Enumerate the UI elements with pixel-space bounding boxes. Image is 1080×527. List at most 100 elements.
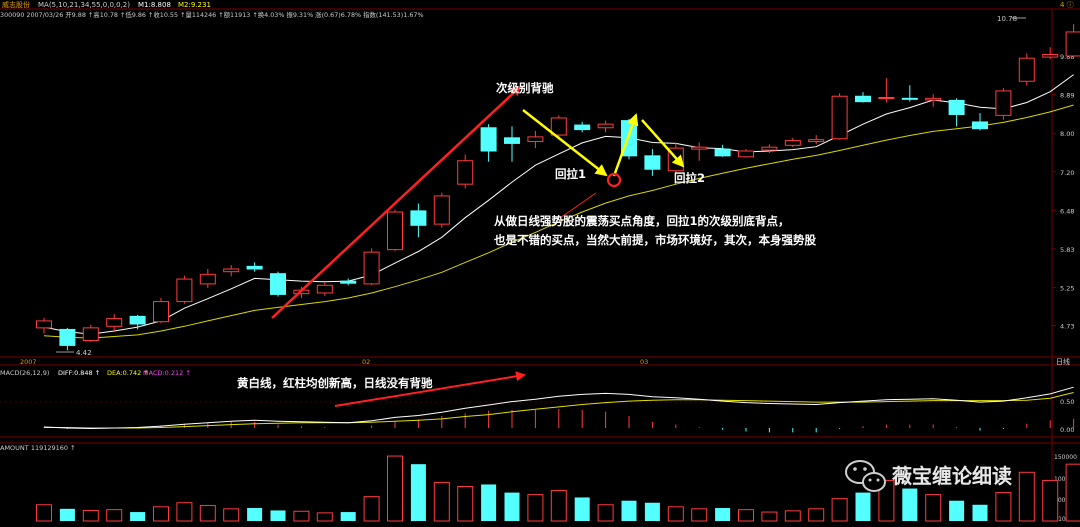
amount-bar-down (949, 501, 964, 521)
pullback2-label: 回拉2 (674, 171, 705, 185)
price-tick-label: 6.48 (1060, 207, 1074, 215)
candle-body-down (505, 138, 520, 144)
price-tick-label: 5.83 (1060, 246, 1074, 254)
candle-body-down (902, 98, 917, 99)
candle-body-down (481, 128, 496, 151)
amount-bar-down (856, 493, 871, 521)
amount-bar-down (411, 464, 426, 521)
macd-label: MACD(26,12,9) (0, 369, 49, 377)
candle-body-up (528, 137, 543, 142)
amount-bar-down (902, 489, 917, 521)
level-divergence-label: 次级别背驰 (496, 81, 554, 95)
amount-axis-150000: 150000 (1054, 454, 1077, 461)
price-tick-label: 4.73 (1060, 323, 1074, 331)
period-label[interactable]: 日线 (1056, 357, 1070, 366)
amount-bar-up (37, 505, 52, 521)
amount-bar-down (715, 508, 730, 521)
uptrend-red-arrow (272, 87, 520, 318)
candle-body-up (1019, 58, 1034, 81)
amount-bar-down (505, 493, 520, 521)
date-label-2007: 2007 (20, 358, 37, 366)
candlesticks (37, 24, 1080, 350)
watermark: 薇宝缠论细读 (846, 461, 1012, 491)
amount-bar-up (177, 503, 192, 521)
moving-average-lines (44, 75, 1074, 339)
candle-body-up (996, 91, 1011, 115)
candle-body-up (434, 196, 449, 224)
amount-bar-down (130, 512, 145, 521)
candle-body-down (575, 125, 590, 130)
amount-bar-down (271, 510, 286, 521)
pullback1-label: 回拉1 (555, 167, 586, 181)
macd-axis-050: 0.50 (1060, 398, 1074, 406)
candle-body-up (177, 279, 192, 301)
amount-bar-up (224, 509, 239, 521)
candle-body-up (832, 96, 847, 138)
amount-bar-down (645, 503, 660, 521)
panel-indicator-icon[interactable]: 4 ⓘ (1060, 1, 1074, 9)
amount-bar-up (200, 506, 215, 521)
candle-body-up (1043, 54, 1058, 57)
amount-bar-up (458, 487, 473, 522)
candle-body-up (879, 97, 894, 98)
amount-label: AMOUNT 119129160 ↑ (0, 444, 76, 452)
candle-body-down (856, 96, 871, 101)
candle-body-up (317, 285, 332, 293)
extreme-labels: 10.78 4.42 (56, 15, 1026, 357)
amount-bar-down (481, 484, 496, 521)
high-price-label: 10.78 (997, 15, 1017, 23)
amount-bar-up (551, 491, 566, 521)
amount-bar-up (154, 507, 169, 521)
date-label-03: 03 (640, 358, 648, 366)
price-tick-label: 7.20 (1060, 169, 1074, 177)
amount-bar-up (739, 510, 754, 521)
ma-white-line (44, 75, 1074, 335)
candle-body-up (364, 252, 379, 284)
amount-bar-up (317, 513, 332, 521)
amount-bar-up (294, 511, 309, 521)
macd-diff-value: DIFF:0.848 ↑ (58, 369, 100, 377)
macd-panel (44, 387, 1074, 432)
candle-body-up (200, 274, 215, 284)
candle-body-down (645, 156, 660, 169)
ma-spec: MA(5,10,21,34,55,0,0,0,2) (38, 1, 130, 9)
amount-bar-up (996, 493, 1011, 521)
candle-body-up (809, 140, 824, 142)
amount-bar-down (622, 501, 637, 521)
amount-bar-up (528, 495, 543, 521)
candle-body-down (271, 274, 286, 295)
candle-body-up (785, 141, 800, 146)
candle-body-up (739, 151, 754, 157)
candle-body-down (130, 316, 145, 324)
wechat-icon (846, 461, 885, 491)
amount-bar-up (598, 505, 613, 521)
candle-body-up (37, 321, 52, 328)
candle-body-up (83, 328, 98, 341)
candle-body-down (60, 329, 75, 345)
amount-bar-up (83, 510, 98, 521)
m1-value: M1:8.808 (138, 1, 171, 9)
candle-body-down (247, 266, 262, 269)
candle-body-down (973, 122, 988, 129)
amount-bar-up (668, 507, 683, 521)
quote-info: 300090 2007/03/26 开9.88 ↑高10.78 ↑低9.86 ↑… (0, 10, 424, 19)
amount-bar-up (434, 482, 449, 521)
amount-bar-up (832, 499, 847, 521)
amount-bar-down (973, 505, 988, 521)
low-price-label: 4.42 (76, 349, 92, 357)
price-tick-label: 8.00 (1060, 130, 1074, 138)
macd-annotation: 黄白线，红柱均创新高，日线没有背驰 (237, 375, 524, 406)
amount-bar-down (60, 509, 75, 521)
comment-line-1: 从做日线强势股的震荡买点角度，回拉1的次级别底背点， (494, 214, 790, 228)
m2-value: M2:9.231 (178, 1, 211, 9)
candle-body-up (1066, 32, 1080, 56)
candle-body-up (598, 124, 613, 128)
candle-body-up (154, 302, 169, 322)
amount-bar-down (575, 497, 590, 521)
macd-axis-000: 0.00 (1060, 426, 1074, 434)
amount-bar-up (692, 509, 707, 521)
candle-body-up (762, 147, 777, 150)
amount-bar-down (247, 508, 262, 521)
